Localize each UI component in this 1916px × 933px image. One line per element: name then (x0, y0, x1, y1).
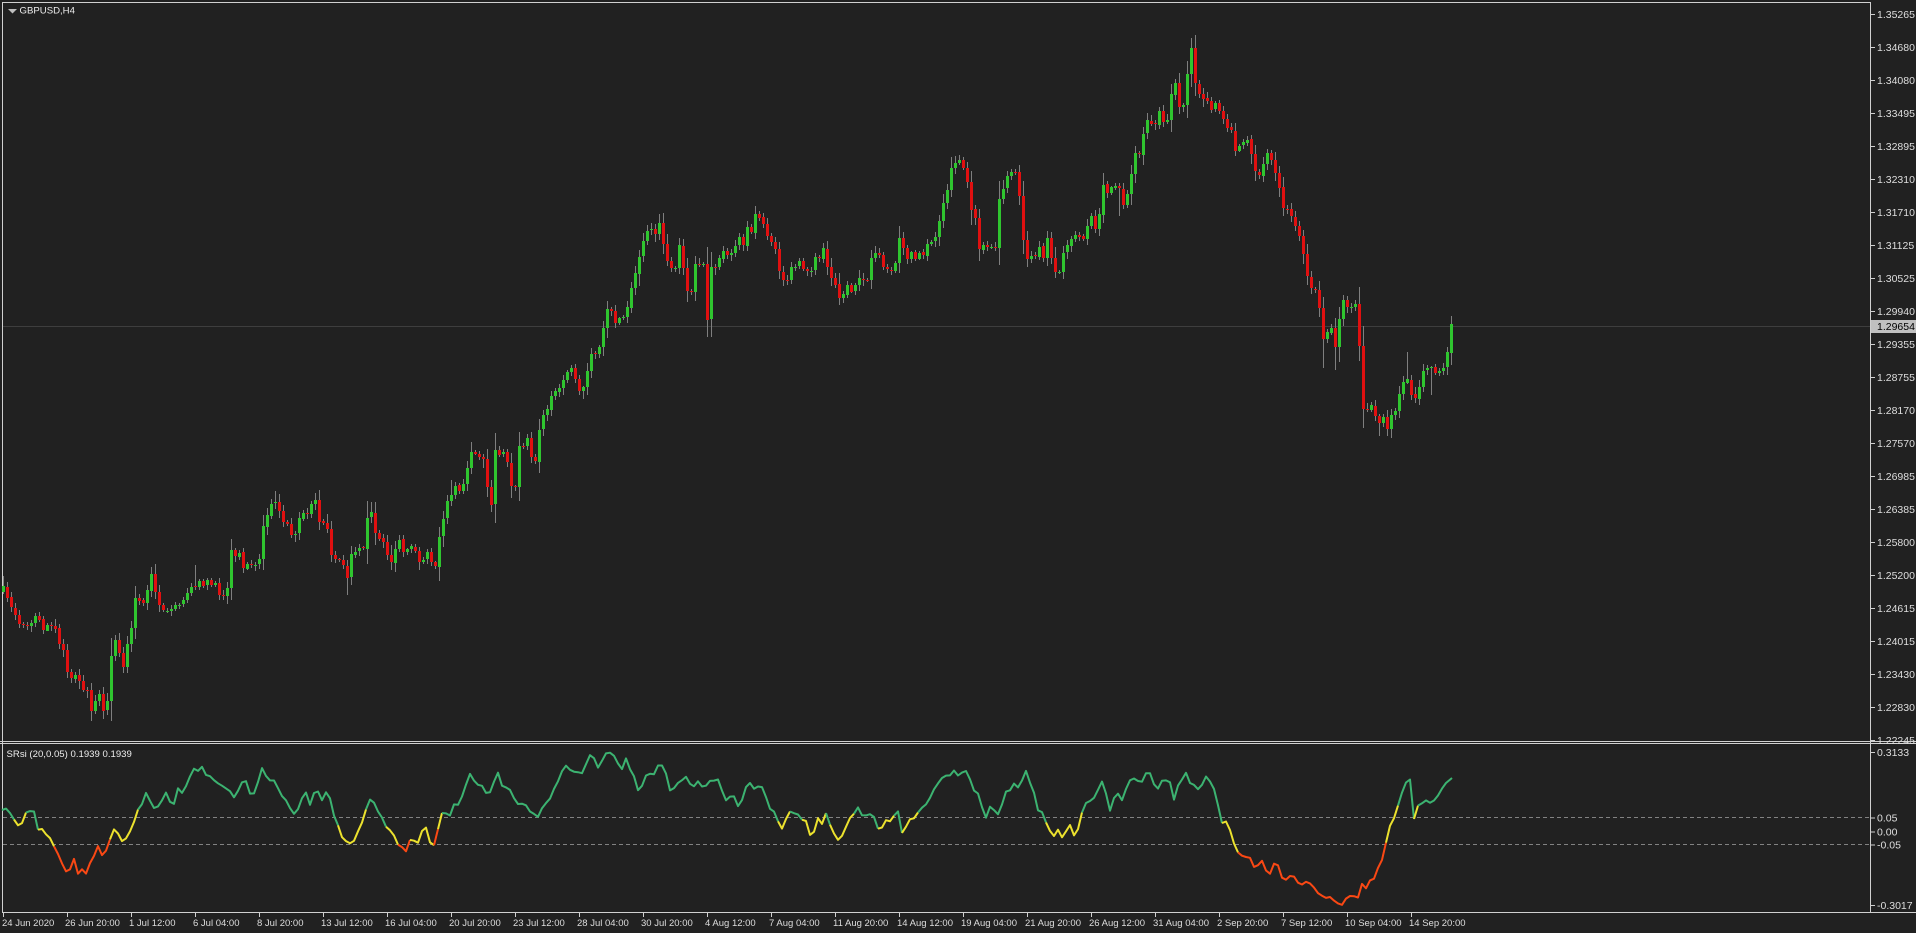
svg-text:23 Jul 12:00: 23 Jul 12:00 (513, 918, 565, 929)
svg-text:1.23430: 1.23430 (1877, 669, 1915, 681)
svg-text:1.32310: 1.32310 (1877, 174, 1915, 186)
svg-text:SRsi (20,0.05) 0.1939 0.1939: SRsi (20,0.05) 0.1939 0.1939 (7, 749, 132, 760)
svg-text:-0.05: -0.05 (1877, 840, 1901, 852)
svg-text:1.25800: 1.25800 (1877, 537, 1915, 549)
svg-text:6 Jul 04:00: 6 Jul 04:00 (193, 918, 239, 929)
svg-text:1.24615: 1.24615 (1877, 603, 1915, 615)
svg-text:4 Aug 12:00: 4 Aug 12:00 (705, 918, 756, 929)
svg-text:1.31710: 1.31710 (1877, 207, 1915, 219)
svg-text:1.29355: 1.29355 (1877, 339, 1915, 351)
svg-text:0.3133: 0.3133 (1877, 747, 1909, 759)
svg-text:26 Aug 12:00: 26 Aug 12:00 (1089, 918, 1145, 929)
svg-text:26 Jun 20:00: 26 Jun 20:00 (65, 918, 120, 929)
svg-text:20 Jul 20:00: 20 Jul 20:00 (449, 918, 501, 929)
svg-text:1.22245: 1.22245 (1877, 735, 1915, 747)
svg-text:1.24015: 1.24015 (1877, 636, 1915, 648)
svg-text:1.31125: 1.31125 (1877, 240, 1914, 252)
svg-text:13 Jul 12:00: 13 Jul 12:00 (321, 918, 373, 929)
svg-text:0.05: 0.05 (1877, 813, 1898, 825)
svg-text:28 Jul 04:00: 28 Jul 04:00 (577, 918, 629, 929)
svg-text:14 Sep 20:00: 14 Sep 20:00 (1409, 918, 1466, 929)
svg-text:1.34080: 1.34080 (1877, 75, 1915, 87)
svg-text:1.33495: 1.33495 (1877, 108, 1915, 120)
svg-text:1.29654: 1.29654 (1877, 321, 1915, 333)
svg-text:31 Aug 04:00: 31 Aug 04:00 (1153, 918, 1209, 929)
svg-text:30 Jul 20:00: 30 Jul 20:00 (641, 918, 693, 929)
svg-text:GBPUSD,H4: GBPUSD,H4 (20, 6, 76, 17)
svg-text:10 Sep 04:00: 10 Sep 04:00 (1345, 918, 1402, 929)
svg-text:1.27570: 1.27570 (1877, 438, 1915, 450)
svg-text:11 Aug 20:00: 11 Aug 20:00 (833, 918, 888, 929)
svg-text:1.29940: 1.29940 (1877, 306, 1915, 318)
svg-text:1.30525: 1.30525 (1877, 273, 1915, 285)
svg-text:1.26385: 1.26385 (1877, 504, 1915, 516)
svg-text:1.22830: 1.22830 (1877, 702, 1915, 714)
svg-text:8 Jul 20:00: 8 Jul 20:00 (257, 918, 303, 929)
svg-text:1.34680: 1.34680 (1877, 42, 1915, 54)
svg-text:19 Aug 04:00: 19 Aug 04:00 (961, 918, 1017, 929)
svg-text:7 Aug 04:00: 7 Aug 04:00 (769, 918, 820, 929)
svg-text:1.25200: 1.25200 (1877, 570, 1915, 582)
svg-text:24 Jun 2020: 24 Jun 2020 (2, 918, 54, 929)
svg-text:1.32895: 1.32895 (1877, 141, 1915, 153)
svg-text:7 Sep 12:00: 7 Sep 12:00 (1281, 918, 1332, 929)
svg-text:1.26985: 1.26985 (1877, 471, 1915, 483)
svg-text:-0.3017: -0.3017 (1877, 900, 1913, 912)
svg-text:14 Aug 12:00: 14 Aug 12:00 (897, 918, 953, 929)
svg-text:21 Aug 20:00: 21 Aug 20:00 (1025, 918, 1081, 929)
svg-text:1.35265: 1.35265 (1877, 9, 1915, 21)
svg-text:1.28170: 1.28170 (1877, 405, 1915, 417)
svg-text:0.00: 0.00 (1877, 826, 1898, 838)
svg-text:1.28755: 1.28755 (1877, 372, 1915, 384)
svg-text:1 Jul 12:00: 1 Jul 12:00 (129, 918, 175, 929)
svg-text:2 Sep 20:00: 2 Sep 20:00 (1217, 918, 1268, 929)
svg-text:16 Jul 04:00: 16 Jul 04:00 (385, 918, 437, 929)
